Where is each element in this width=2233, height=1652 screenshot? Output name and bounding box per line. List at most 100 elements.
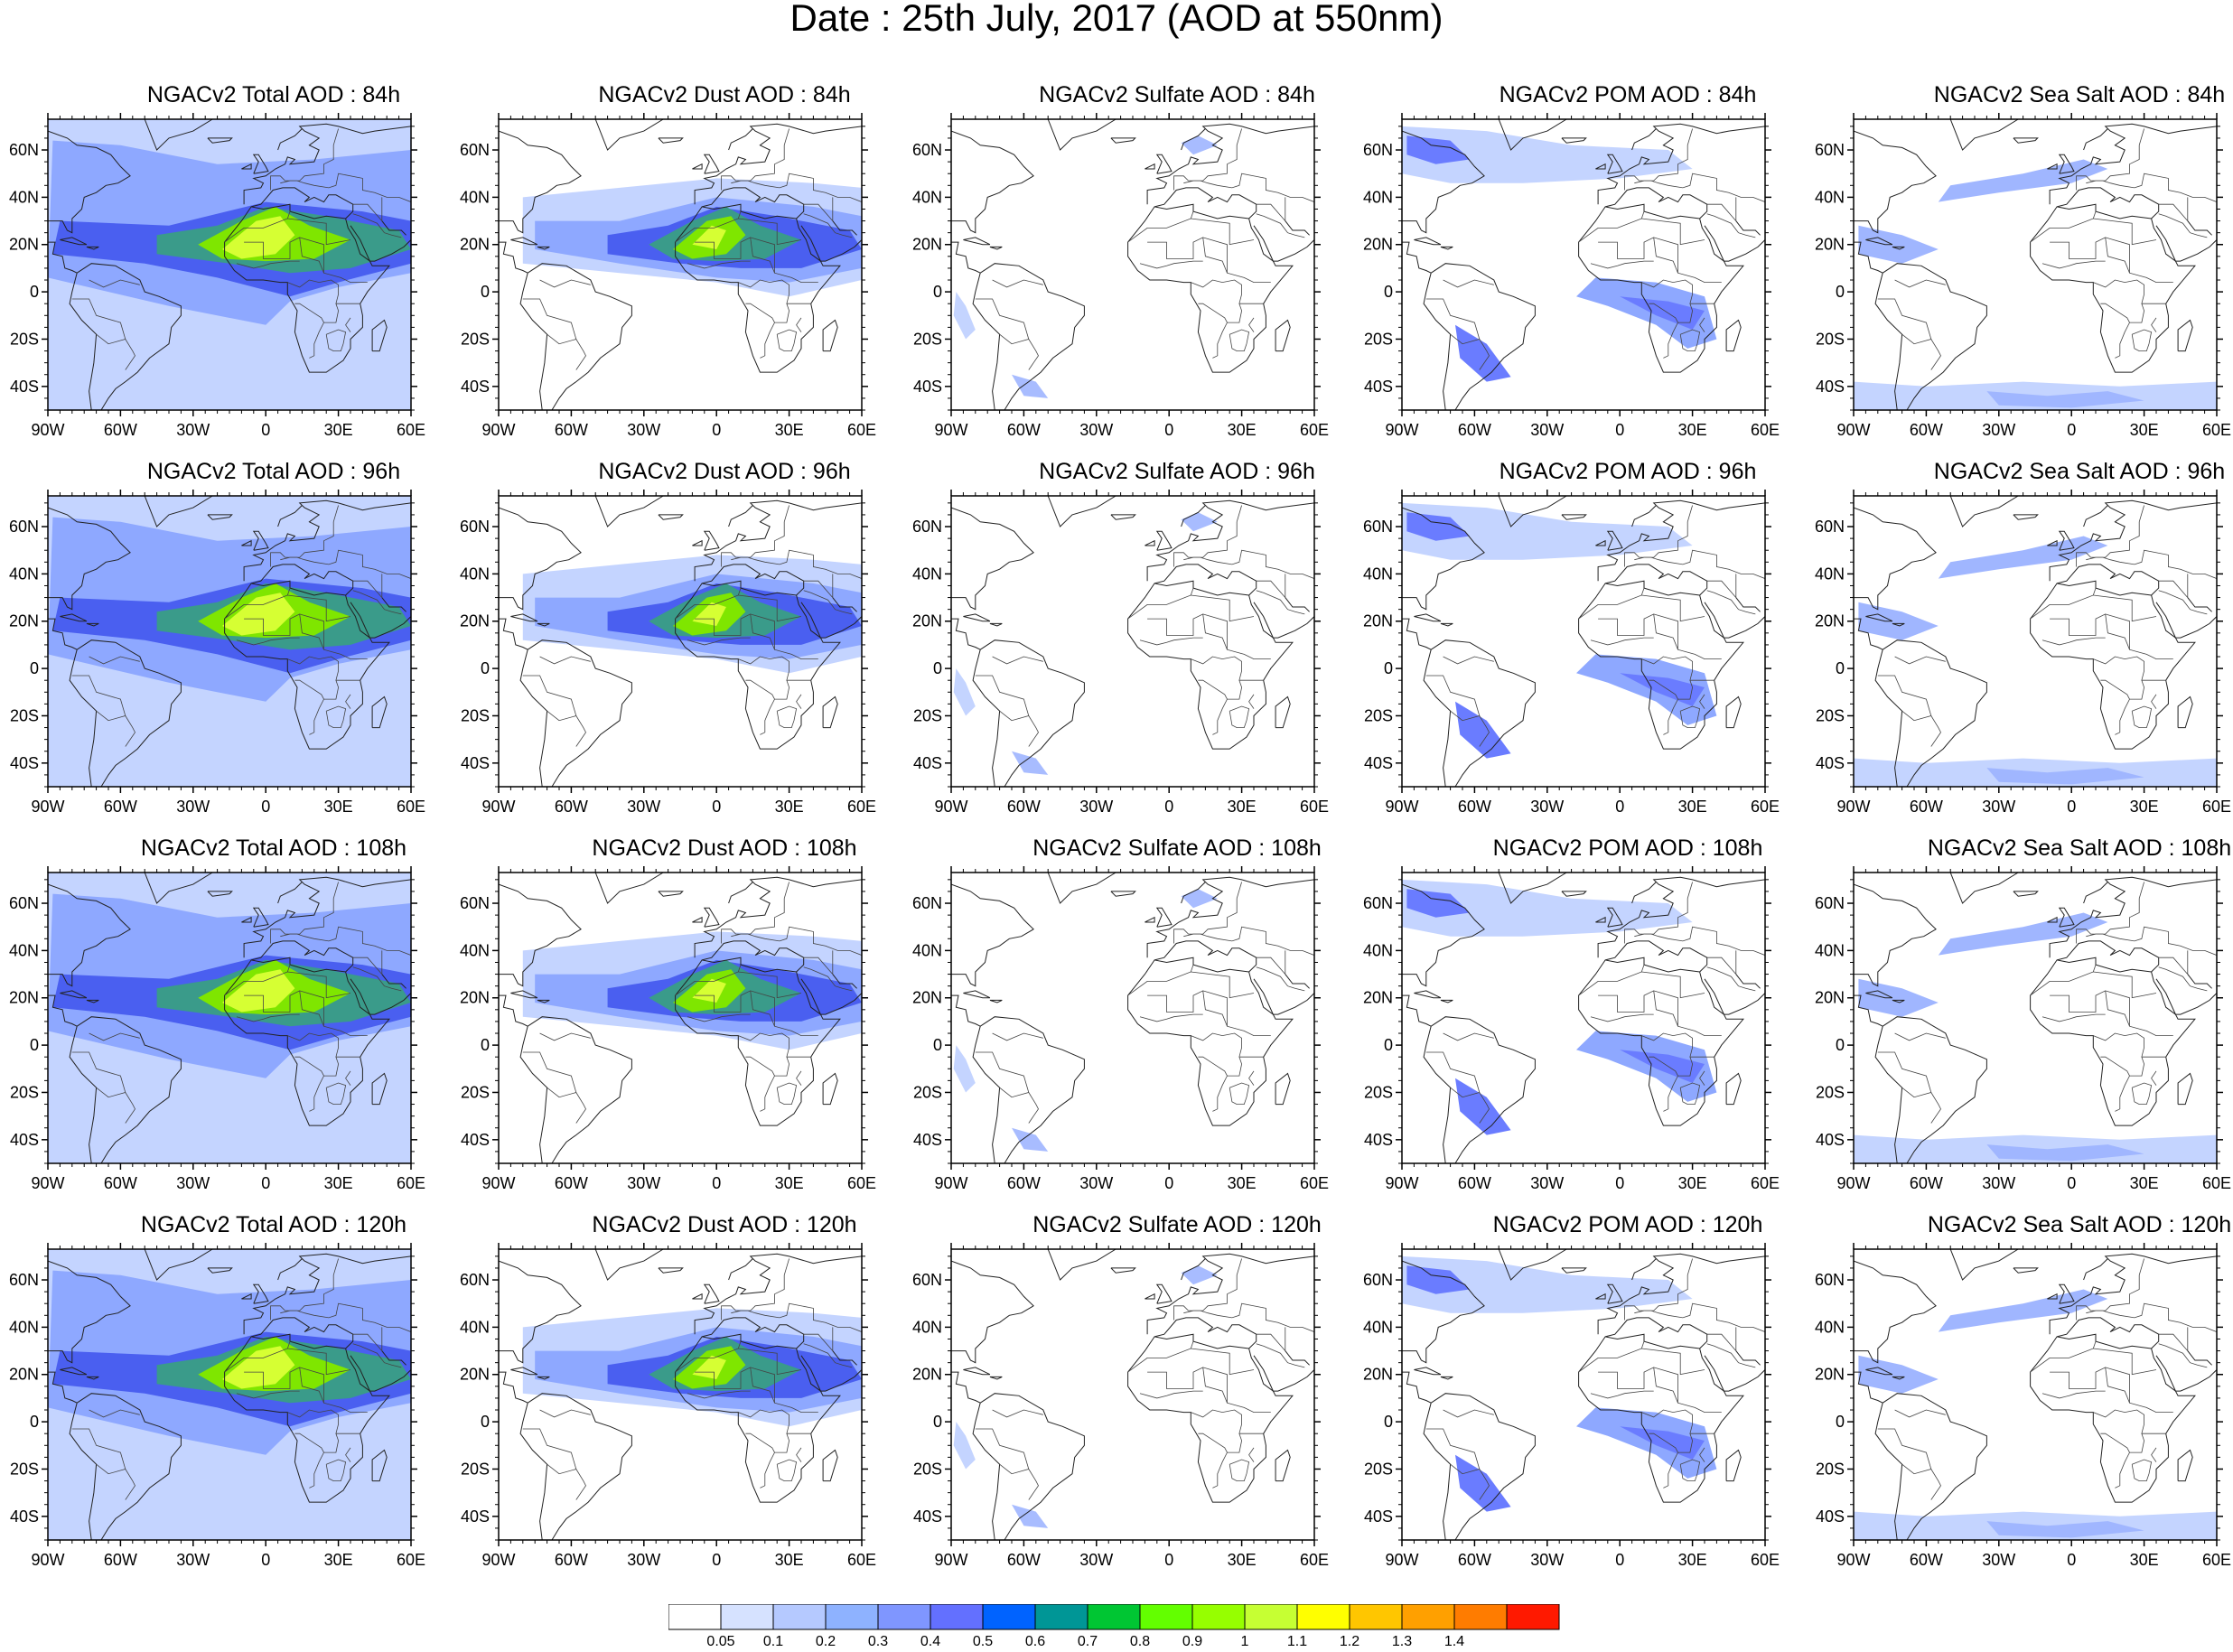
lat-label: 40N [912,941,942,959]
coastline [2056,564,2160,596]
lat-label: 40S [1816,754,1845,772]
coastline [2056,187,2160,219]
coastline [86,1376,99,1380]
map-panel-08: NGACv2 Sulfate AOD : 96h 90W 60W 30W 0 30E 60E… [912,458,1403,834]
country-border [1425,1428,1481,1470]
aod-contour [1402,502,1693,560]
coastline [1854,994,1883,1027]
country-border [1183,926,1314,956]
coastline [60,237,88,246]
colorbar-swatch [1506,1604,1560,1630]
colorbar-label: 0.5 [973,1634,993,1649]
lat-label: 40N [1815,188,1845,206]
lat-label: 20S [1816,330,1845,348]
coastline [2058,530,2075,551]
country-border [1634,1302,1765,1332]
country-border [299,613,324,650]
country-border [1127,587,1194,620]
lon-label: 0 [261,798,270,816]
map-plot: 90W 60W 30W 0 30E 60E 60N 40N 20N 0 20S 40S [9,113,425,439]
country-border [294,1056,324,1077]
country-border [1699,1070,1705,1086]
coastline [527,1016,632,1163]
country-border [2158,1327,2189,1352]
lat-label: 20S [461,330,490,348]
coastline [1127,203,1294,373]
colorbar-swatch [1034,1604,1088,1630]
lat-label: 40N [912,565,942,583]
country-border [1256,1343,1305,1368]
coastline [1606,907,1623,928]
lon-label: 90W [481,1174,515,1192]
map-panel-11: NGACv2 Total AOD : 108h 90W 60W 30W 0 30E 60E 6… [9,835,500,1210]
lon-label: 60W [1910,1174,1943,1192]
lat-label: 60N [1363,518,1393,536]
aod-contour [1181,1265,1218,1285]
country-border [352,950,383,975]
coastline [2155,225,2217,262]
country-border [1624,1258,1693,1321]
country-border [1590,1390,1654,1399]
country-border [1649,1433,1678,1453]
coastline [972,1403,1001,1540]
lat-label: 40N [460,565,490,583]
lon-label: 30W [1982,421,2015,439]
lat-label: 20N [9,612,39,630]
coastline [2047,539,2058,546]
map-plot: 90W 60W 30W 0 30E 60E 60N 40N 20N 0 20S 40S [9,1243,425,1569]
country-border [999,1463,1039,1500]
lat-label: 20S [10,1460,39,1478]
lon-label: 60W [555,1551,588,1569]
lon-label: 0 [1615,1551,1624,1569]
lon-label: 0 [2067,1174,2076,1192]
country-border [721,505,789,567]
country-border [287,218,351,246]
lon-label: 60E [1751,1551,1780,1569]
aod-contour [1455,1454,1511,1512]
coastline [703,530,720,551]
aod-contour [1455,1078,1511,1135]
lat-label: 40S [461,1507,490,1526]
country-border [1425,298,1481,340]
country-border [2100,679,2130,700]
lat-label: 60N [460,894,490,912]
coastline [1275,1072,1291,1106]
country-border [1183,173,1314,202]
coastline [1145,1293,1155,1300]
lat-label: 60N [460,518,490,536]
country-border [745,679,775,700]
coastline [1595,539,1606,546]
lon-label: 90W [1385,421,1418,439]
country-border [776,1082,798,1106]
coastline [2177,1072,2193,1106]
aod-contour [1181,135,1218,155]
coastline [1402,1371,1432,1404]
coastline [1275,1449,1291,1482]
coastline [1154,564,1257,596]
lat-label: 0 [30,283,39,301]
coastline [1146,1253,1314,1335]
country-border [270,882,339,944]
coastline [1892,1376,1905,1380]
lon-label: 30E [324,421,353,439]
colorbar-swatch [1191,1604,1246,1630]
country-border [2158,950,2189,975]
lon-label: 30E [324,1551,353,1569]
lat-label: 40N [9,565,39,583]
aod-field [951,1249,1314,1540]
lon-label: 30E [775,1551,804,1569]
coastline [381,1350,406,1366]
country-border [71,675,126,716]
colorbar-swatch [720,1604,774,1630]
country-border [539,656,591,665]
country-border [2030,587,2097,620]
country-border [721,882,789,944]
coastline [1154,940,1257,973]
aod-contour [1986,768,2144,785]
page-title: Date : 25th July, 2017 (AOD at 550nm) [789,0,1444,39]
coastline [144,119,213,151]
lat-label: 40S [1364,1507,1393,1526]
map-panel-07: NGACv2 Dust AOD : 96h 90W 60W 30W 0 30E 60E 60N… [460,458,950,834]
coastline [594,496,664,527]
coastline [2083,128,2108,151]
